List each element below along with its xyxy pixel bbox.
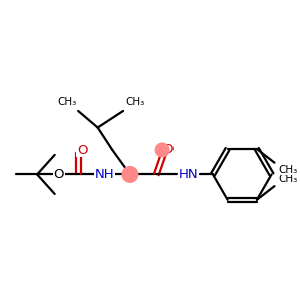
Text: O: O [162, 142, 172, 155]
Text: CH₃: CH₃ [278, 174, 298, 184]
Text: CH₃: CH₃ [57, 97, 76, 107]
Text: CH₃: CH₃ [278, 165, 298, 175]
Text: O: O [77, 143, 87, 157]
Circle shape [155, 143, 169, 157]
Circle shape [122, 167, 138, 182]
Text: CH₃: CH₃ [125, 97, 144, 107]
Text: O: O [53, 168, 64, 181]
Text: NH: NH [95, 168, 114, 181]
Text: HN: HN [179, 168, 198, 181]
Text: O: O [164, 142, 174, 155]
